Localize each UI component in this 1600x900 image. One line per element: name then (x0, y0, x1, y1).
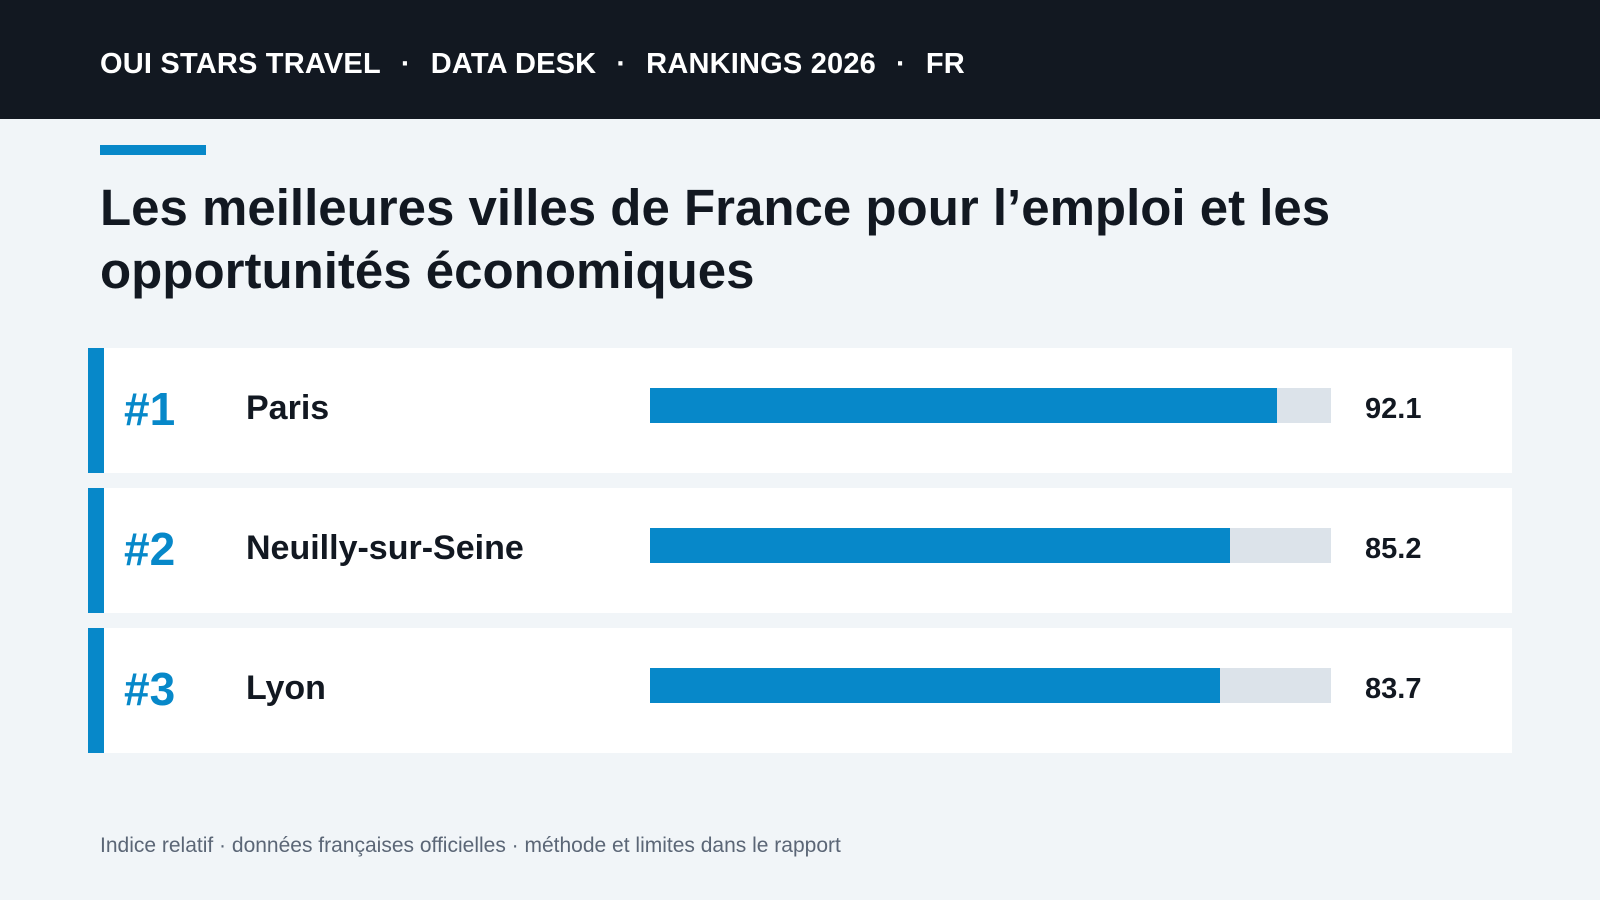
row-accent-stripe (88, 628, 104, 753)
row-accent-stripe (88, 488, 104, 613)
bar-track (650, 668, 1331, 703)
bar-fill (650, 528, 1231, 563)
footer-note: Indice relatif · données françaises offi… (100, 834, 841, 857)
ranking-list: #1 Paris 92.1 #2 Neuilly-sur-Seine 85.2 #3 Lyon… (88, 348, 1512, 768)
row-accent-stripe (88, 348, 104, 473)
bar-track (650, 528, 1331, 563)
banner-separator: · (896, 48, 906, 80)
bar-fill (650, 388, 1278, 423)
city-label: Lyon (246, 669, 326, 707)
ranking-row: #3 Lyon 83.7 (88, 628, 1512, 753)
ranking-row: #2 Neuilly-sur-Seine 85.2 (88, 488, 1512, 613)
banner-separator: · (616, 48, 627, 80)
rank-label: #3 (124, 663, 176, 715)
rank-label: #2 (124, 523, 176, 575)
score-value: 85.2 (1365, 533, 1422, 565)
bar-track (650, 388, 1331, 423)
banner-rankings: RANKINGS 2026 (646, 48, 877, 80)
score-value: 83.7 (1365, 673, 1422, 705)
top-banner: OUI STARS TRAVEL · DATA DESK · RANKINGS 2026… (0, 0, 1600, 119)
city-label: Paris (246, 389, 330, 427)
banner-section: DATA DESK (430, 48, 597, 80)
ranking-row: #1 Paris 92.1 (88, 348, 1512, 473)
city-label: Neuilly-sur-Seine (246, 529, 524, 567)
chart-title: Les meilleures villes de France pour l’e… (100, 179, 1331, 299)
banner-separator: · (400, 48, 411, 80)
score-value: 92.1 (1365, 393, 1422, 425)
banner-brand: OUI STARS TRAVEL (100, 48, 381, 80)
bar-fill (650, 668, 1220, 703)
title-accent-line (100, 145, 206, 155)
banner-locale: FR (925, 48, 965, 80)
banner-text: OUI STARS TRAVEL · DATA DESK · RANKINGS 2026… (100, 48, 965, 81)
rank-label: #1 (124, 383, 176, 435)
